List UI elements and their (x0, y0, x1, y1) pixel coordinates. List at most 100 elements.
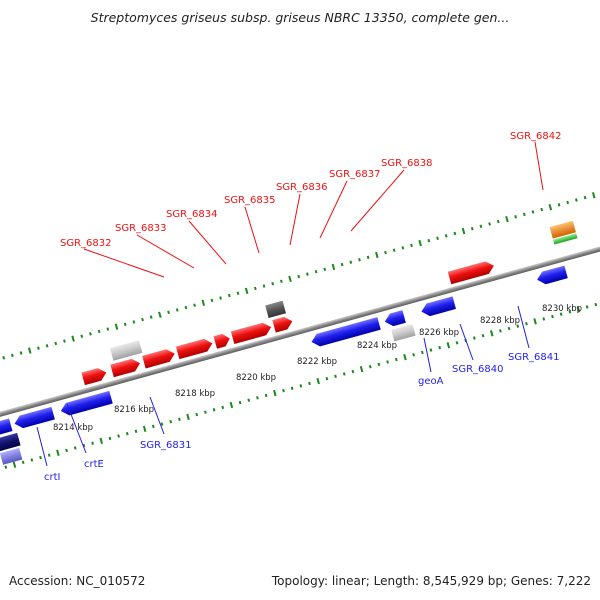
leader-line-top (188, 220, 227, 265)
gene-arrow-dark-gray[interactable] (265, 300, 287, 318)
tick-top (444, 234, 448, 238)
scale-labels: 8214 kbp 8216 kbp 8218 kbp 8220 kbp 8222… (53, 304, 582, 433)
gene-arrow-sgr-6835[interactable] (175, 337, 214, 360)
gene-arrow-sgr-6836[interactable] (213, 332, 232, 349)
gene-arrow-crte[interactable] (13, 406, 55, 430)
gene-arrow-geoa[interactable] (310, 317, 381, 348)
gene-label-sgr-6833[interactable]: SGR_6833 (115, 223, 167, 234)
gene-arrow-sgr-6832[interactable] (81, 366, 108, 386)
gene-arrow-sgr-6840[interactable] (383, 310, 406, 328)
tick-bottom (177, 417, 181, 422)
tick-bottom (169, 420, 173, 424)
gene-label-geoa[interactable]: geoA (418, 376, 444, 387)
gene-arrow-light-blue[interactable] (0, 447, 23, 465)
gene-label-sgr-6836[interactable]: SGR_6836 (276, 182, 328, 193)
leader-line-bottom (149, 396, 165, 435)
tick-top (366, 255, 370, 260)
tick-top (306, 272, 309, 276)
tick-bottom (533, 318, 537, 325)
tick-top (453, 231, 457, 236)
tick-bottom (99, 437, 104, 444)
gene-arrow-orange[interactable] (549, 220, 576, 239)
tick-bottom (247, 398, 251, 402)
tick-bottom (282, 388, 285, 393)
tick-top (27, 347, 32, 354)
gene-arrow-blue-right[interactable] (535, 265, 568, 286)
tick-bottom (576, 306, 581, 313)
gene-label-sgr-6841[interactable]: SGR_6841 (508, 352, 560, 363)
tick-bottom (290, 386, 294, 390)
tick-bottom (12, 461, 17, 468)
scale-label-8222: 8222 kbp (297, 357, 337, 367)
tick-top (349, 260, 353, 264)
gene-arrow-sgr-6834[interactable] (142, 347, 176, 369)
gene-arrow-green[interactable] (553, 233, 578, 245)
tick-bottom (516, 324, 520, 328)
tick-bottom (56, 449, 60, 456)
leader-line-bottom (423, 337, 432, 373)
gene-label-sgr-6838[interactable]: SGR_6838 (381, 158, 433, 169)
gene-label-sgr-6831[interactable]: SGR_6831 (140, 440, 192, 451)
tick-bottom (264, 393, 268, 398)
gene-arrow-sgr-6838[interactable] (272, 315, 294, 333)
tick-bottom (39, 455, 42, 460)
tick-bottom (481, 333, 485, 338)
genome-summary-label: Topology: linear; Length: 8,545,929 bp; … (271, 574, 591, 588)
leader-line-top (244, 206, 260, 254)
tick-top (384, 250, 387, 255)
gene-label-sgr-6837[interactable]: SGR_6837 (329, 169, 381, 180)
gene-label-crti[interactable]: crtI (44, 472, 60, 483)
tick-top (19, 351, 23, 355)
tick-bottom (551, 314, 554, 319)
tick-top (11, 353, 14, 358)
gene-arrow-sgr-6841[interactable] (420, 296, 456, 318)
gene-arrow-sgr-6831[interactable] (59, 390, 113, 417)
tick-bottom (212, 408, 216, 412)
tick-bottom (368, 365, 372, 369)
tick-top (470, 226, 474, 231)
tick-bottom (594, 302, 598, 307)
tick-bottom (438, 345, 442, 350)
leader-line-bottom (459, 323, 474, 361)
tick-top (244, 287, 249, 294)
gene-label-sgr-6842[interactable]: SGR_6842 (510, 131, 562, 142)
tick-top (219, 296, 222, 300)
gene-label-sgr-6832[interactable]: SGR_6832 (60, 238, 112, 249)
tick-bottom (334, 374, 337, 379)
tick-bottom (186, 413, 190, 421)
tick-top (392, 248, 396, 252)
tick-top (418, 239, 422, 247)
tick-top (236, 291, 240, 295)
tick-bottom (91, 441, 94, 445)
gene-label-sgr-6835[interactable]: SGR_6835 (224, 195, 276, 206)
gene-arrow-gray-low[interactable] (391, 324, 416, 342)
gene-arrow-sgr-6842[interactable] (447, 260, 496, 285)
scale-label-8230: 8230 kbp (542, 304, 582, 314)
gene-arrow-dark-blue[interactable] (0, 432, 21, 454)
gene-label-sgr-6834[interactable]: SGR_6834 (166, 209, 218, 220)
genome-backbone (0, 194, 600, 465)
gene-arrow-gray[interactable] (109, 340, 143, 361)
tick-top (54, 341, 58, 346)
tick-top (401, 246, 405, 250)
gene-arrow-crti[interactable] (0, 418, 13, 444)
tick-bottom (256, 396, 259, 400)
tick-top (279, 279, 283, 283)
tick-top (227, 293, 231, 298)
gene-label-sgr-6840[interactable]: SGR_6840 (452, 364, 504, 375)
leader-line-top (83, 248, 165, 278)
tick-bottom (4, 465, 8, 469)
gene-arrow-sgr-6833[interactable] (110, 357, 141, 378)
gene-label-crte[interactable]: crtE (84, 459, 104, 470)
tick-bottom (125, 431, 129, 436)
tick-top (548, 204, 553, 211)
tick-top (193, 303, 196, 307)
gene-arrow-sgr-6837[interactable] (230, 321, 273, 345)
tick-bottom (134, 429, 138, 433)
leader-line-bottom (517, 305, 530, 349)
leader-line-top (319, 180, 348, 239)
tick-bottom (585, 305, 589, 309)
tick-bottom (142, 425, 147, 433)
tick-top (175, 308, 179, 312)
